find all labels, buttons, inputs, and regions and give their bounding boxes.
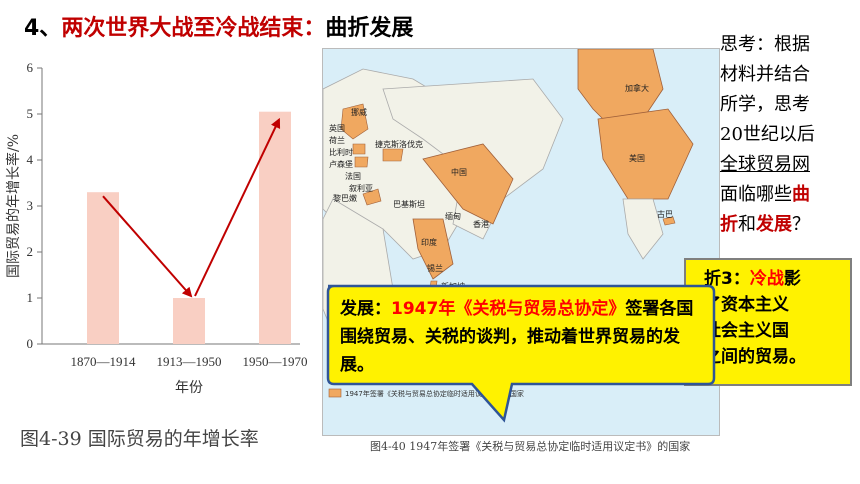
note-emphasis: 1947年《关税与贸易总协定》: [391, 299, 626, 319]
info-text: 影: [783, 269, 801, 289]
map-label: 巴基斯坦: [393, 200, 425, 209]
bar-1950—1970: [259, 111, 291, 344]
y-tick-label: 1: [27, 290, 34, 305]
x-axis-label: 年份: [175, 380, 203, 396]
heading-theme: 曲折发展: [325, 16, 414, 41]
growth-arrow: [194, 117, 281, 297]
think-text: 面临哪些: [720, 184, 792, 205]
y-tick-label: 3: [27, 198, 34, 213]
map-label: 香港: [473, 220, 489, 229]
chart-figure-caption: 图4-39 国际贸易的年增长率: [20, 428, 259, 450]
think-line: 20世纪以后: [720, 124, 815, 145]
speech-bubble: [326, 284, 716, 423]
info-line: 之间的贸易。: [704, 347, 806, 367]
map-label: 古巴: [657, 210, 673, 219]
think-line: 折和发展？: [720, 210, 860, 240]
y-tick-label: 4: [27, 152, 34, 167]
map-graphic: 1947年签署《关税与贸易总协定临时适用议定书》的国家: [323, 49, 694, 398]
heading-period: 两次世界大战至冷战结束：: [61, 16, 326, 41]
y-tick-label: 0: [27, 336, 34, 351]
think-prompt: 思考：根据 材料并结合 所学，思考 20世纪以后 全球贸易网 面临哪些曲 折和发…: [720, 30, 860, 240]
development-note: 发展：1947年《关税与贸易总协定》签署各国围绕贸易、关税的谈判，推动着世界贸易…: [340, 295, 710, 379]
map-label: 荷兰: [329, 136, 345, 145]
think-text: ？: [792, 214, 810, 235]
bars: [87, 111, 291, 344]
bar-1870—1914: [87, 192, 119, 344]
map-label: 美国: [629, 154, 645, 163]
think-line: 思考：根据: [720, 34, 810, 55]
trade-growth-chart: 0 1 2 3 4 5 6 1870—1914 1913—1950 1950—1970 国际贸易…: [5, 60, 308, 396]
map-figure-caption: 图4-40 1947年签署《关税与贸易总协定临时适用议定书》的国家: [370, 440, 691, 453]
x-tick-labels: 1870—1914 1913—1950 1950—1970: [71, 354, 308, 369]
map-label: 缅甸: [445, 212, 461, 221]
map-label: 叙利亚: [349, 184, 373, 193]
think-emphasis: 发展: [756, 214, 792, 235]
info-line: 了资本主义: [704, 295, 789, 315]
y-tick-label: 5: [27, 106, 34, 121]
think-text: 和: [738, 214, 756, 235]
map-label: 加拿大: [625, 84, 649, 93]
y-axis-label: 国际贸易的年增长率/%: [5, 134, 22, 278]
decline-arrow: [102, 195, 193, 298]
map-label: 锡兰: [427, 264, 443, 273]
map-label: 黎巴嫩: [333, 194, 357, 203]
think-line: 材料并结合: [720, 64, 810, 85]
info-emphasis: 冷战: [749, 269, 784, 289]
map-legend-text: 1947年签署《关税与贸易总协定临时适用议定书》的国家: [345, 389, 524, 398]
note-body: 签署各国围绕贸易、关税的谈判，推动着世界贸易的发展。: [340, 299, 694, 375]
page-heading: 4、两次世界大战至冷战结束：曲折发展: [24, 10, 413, 42]
map-label: 卢森堡: [329, 160, 353, 169]
bar-1913—1950: [173, 298, 205, 344]
x-tick-label: 1870—1914: [71, 354, 137, 369]
map-label: 捷克斯洛伐克: [375, 140, 423, 149]
info-prefix: 折3：: [704, 269, 750, 289]
info-line: 折3：冷战影: [704, 266, 846, 292]
think-emphasis: 折: [720, 214, 738, 235]
think-line: 面临哪些曲: [720, 180, 860, 210]
x-tick-label: 1913—1950: [157, 354, 222, 369]
think-emphasis: 曲: [792, 184, 810, 205]
x-tick-label: 1950—1970: [243, 354, 308, 369]
map-label: 英国: [329, 124, 345, 133]
y-tick-label: 2: [27, 244, 34, 259]
info-line: 社会主义国: [704, 321, 789, 341]
map-label: 中国: [451, 168, 467, 177]
y-tick-label: 6: [27, 60, 34, 75]
think-line: 所学，思考: [720, 94, 810, 115]
y-axis: 0 1 2 3 4 5 6: [27, 60, 300, 351]
map-label: 比利时: [329, 148, 353, 157]
map-label: 印度: [421, 238, 437, 247]
map-label: 法国: [345, 172, 361, 181]
trend-arrows: [102, 117, 281, 298]
heading-number: 4、: [24, 16, 62, 41]
note-label: 发展：: [340, 299, 391, 319]
think-line: 全球贸易网: [720, 154, 810, 175]
map-label: 挪威: [351, 108, 367, 117]
